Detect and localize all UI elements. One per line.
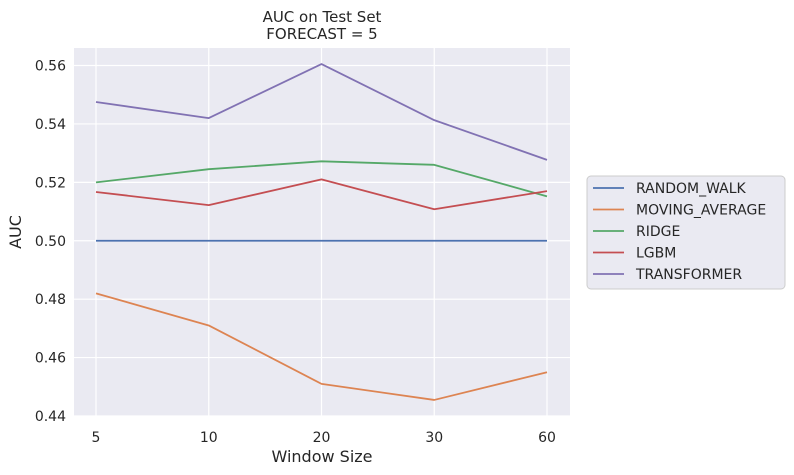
x-tick-label: 60: [538, 430, 556, 446]
series-lines: [95, 63, 548, 401]
series-line-moving-average: [95, 292, 548, 401]
x-axis-ticks: 5 10 20 30 60: [92, 430, 556, 446]
chart-title: AUC on Test Set: [263, 8, 382, 26]
legend-label: RANDOM_WALK: [636, 181, 747, 197]
y-tick-label: 0.48: [35, 292, 66, 308]
x-tick-label: 10: [200, 430, 218, 446]
series-line-lgbm: [95, 178, 548, 211]
y-axis-label: AUC: [6, 215, 25, 249]
y-tick-label: 0.54: [35, 117, 66, 133]
grid: [74, 48, 570, 417]
legend-label: RIDGE: [636, 224, 680, 240]
legend: RANDOM_WALK MOVING_AVERAGE RIDGE LGBM TRANSF…: [586, 175, 786, 290]
legend-box: [586, 175, 786, 290]
legend-label: MOVING_AVERAGE: [636, 203, 766, 219]
x-axis-label: Window Size: [271, 447, 372, 466]
y-tick-label: 0.52: [35, 175, 66, 191]
series-line-transformer: [95, 63, 548, 161]
y-tick-label: 0.46: [35, 351, 66, 367]
y-tick-label: 0.44: [35, 409, 66, 425]
x-tick-label: 5: [92, 430, 101, 446]
y-axis-ticks: 0.44 0.46 0.48 0.50 0.52 0.54 0.56: [35, 59, 66, 425]
y-tick-label: 0.56: [35, 59, 66, 75]
chart-subtitle: FORECAST = 5: [266, 25, 377, 43]
x-tick-label: 20: [313, 430, 331, 446]
legend-label: TRANSFORMER: [635, 267, 742, 283]
y-tick-label: 0.50: [35, 234, 66, 250]
series-line-ridge: [95, 160, 548, 198]
legend-label: LGBM: [636, 246, 676, 262]
legend-items: RANDOM_WALK MOVING_AVERAGE RIDGE LGBM TRANSF…: [593, 181, 766, 283]
x-tick-label: 30: [425, 430, 443, 446]
